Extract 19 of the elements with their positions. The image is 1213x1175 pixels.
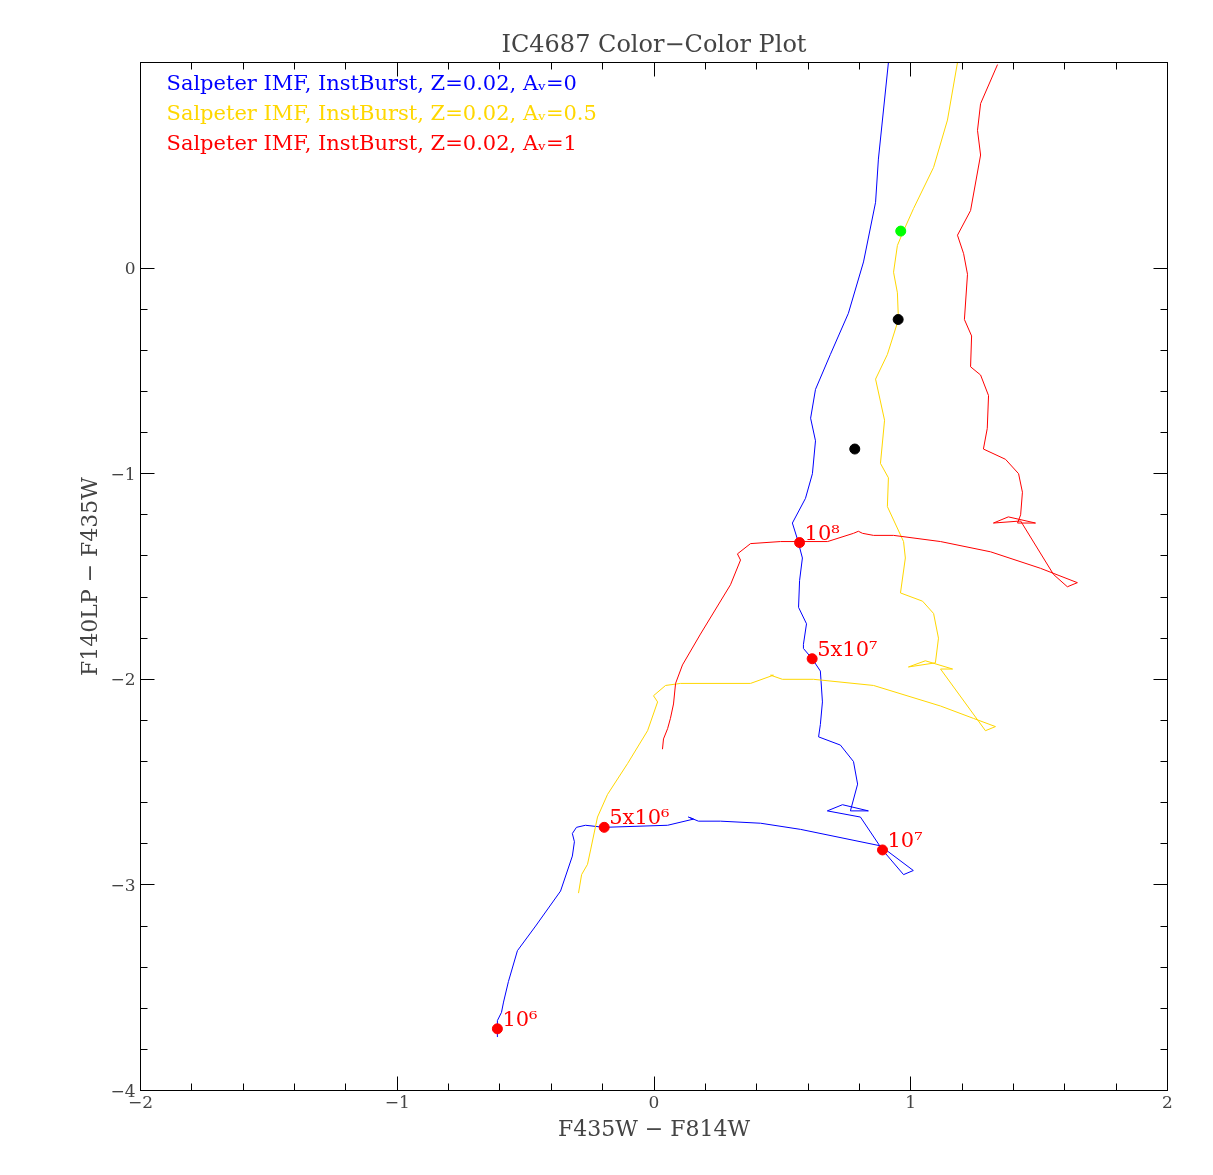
text: Salpeter IMF, InstBurst, Z=0.02, Aᵥ=0.5 — [166, 100, 597, 125]
annotation: 10⁶ — [502, 1006, 538, 1031]
text: Salpeter IMF, InstBurst, Z=0.02, Aᵥ=0 — [166, 70, 577, 95]
y-tick-label: −1 — [110, 463, 136, 484]
y-tick-label: 0 — [124, 258, 136, 279]
x-tick-label: 2 — [1162, 1091, 1173, 1112]
x-tick-label: 0 — [648, 1091, 660, 1112]
annotation: 10⁸ — [804, 520, 840, 545]
y-tick-label: −3 — [110, 874, 136, 895]
text: Salpeter IMF, InstBurst, Z=0.02, Aᵥ=1 — [166, 130, 577, 155]
y-tick-label: −2 — [110, 669, 136, 690]
annotation: 10⁷ — [887, 827, 923, 852]
annotation: 5x10⁶ — [609, 805, 670, 830]
annotation: 5x10⁷ — [817, 636, 878, 661]
x-tick-label: −1 — [384, 1091, 410, 1112]
x-tick-label: 1 — [905, 1091, 917, 1112]
chart-title: IC4687 Color−Color Plot — [501, 29, 807, 58]
y-axis-title: F140LP − F435W — [77, 476, 103, 676]
x-axis-title: F435W − F814W — [557, 1115, 751, 1141]
